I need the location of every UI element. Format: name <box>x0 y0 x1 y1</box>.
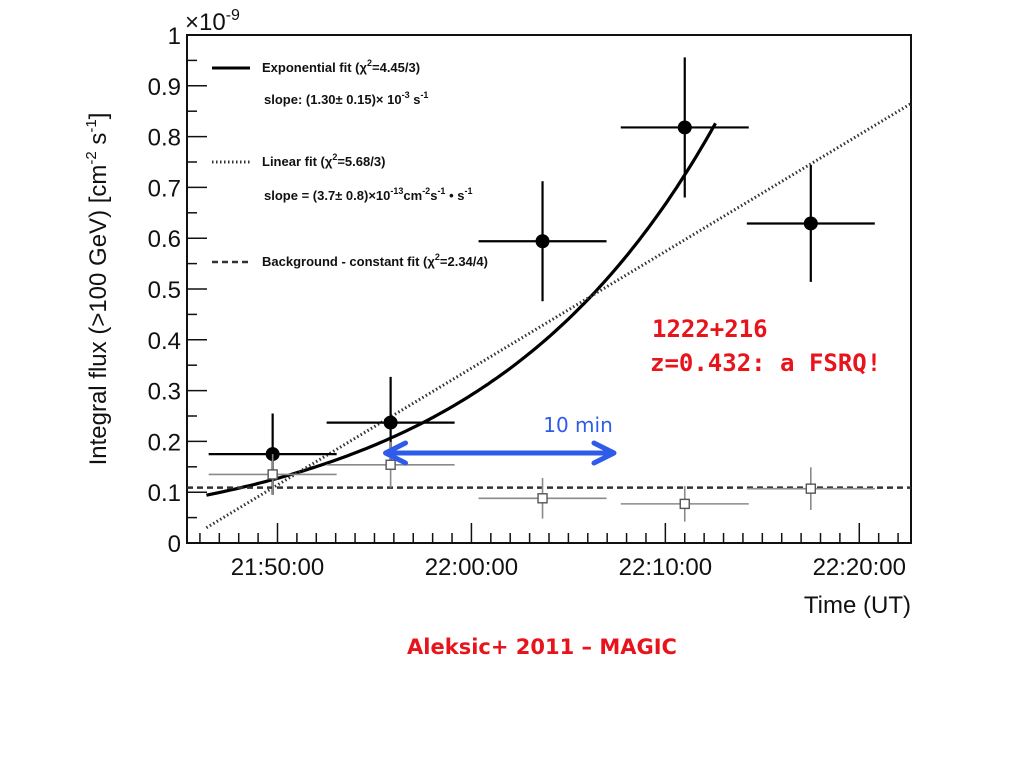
y-axis-title-sup: -1 <box>83 119 100 132</box>
legend-entry-part: s <box>410 92 421 107</box>
legend-entry-part: -2 <box>422 186 430 196</box>
y-tick-label: 0.5 <box>148 277 181 304</box>
data-point <box>535 234 550 249</box>
exponential-fit-curve <box>206 122 717 497</box>
legend-entry: Background - constant fit (χ2=2.34/4) <box>262 252 488 269</box>
legend-entry-part: =4.45/3) <box>372 60 420 75</box>
data-point-square <box>805 483 817 494</box>
interval-label: 10 min <box>543 413 613 437</box>
linear-fit-line <box>205 102 911 530</box>
data-point-square <box>267 469 278 480</box>
legend-entry-part: -1 <box>437 186 445 196</box>
x-tick-label: 22:10:00 <box>619 554 712 581</box>
legend-entry-part: slope = (3.7± 0.8)×10 <box>264 188 390 203</box>
legend-entry-part: 2 <box>435 252 440 262</box>
data-point <box>383 415 398 430</box>
legend-entry-part: =2.34/4) <box>440 254 488 269</box>
y-tick-label: 0.2 <box>148 429 181 456</box>
x-tick-label: 21:50:00 <box>231 554 324 581</box>
plot-frame <box>186 34 912 544</box>
y-multiplier-exp: -9 <box>226 7 240 24</box>
legend-entry: slope: (1.30± 0.15)× 10-3 s-1 <box>264 90 428 107</box>
y-axis-title-main: Integral flux (>100 GeV) [cm <box>85 165 112 466</box>
legend-entry-part: χ <box>325 154 333 169</box>
legend-entry-part: Background - constant fit ( <box>262 254 428 269</box>
legend-entry-part: -3 <box>402 90 410 100</box>
plot-area: 0 0.1 0.2 0.3 0.4 0.5 0.6 0.7 0.8 0.9 1 21:50:00 22:… <box>83 7 912 659</box>
x-axis-title: Time (UT) <box>804 592 911 619</box>
y-tick-label: 0.4 <box>148 328 181 355</box>
legend-entry-part: χ <box>427 254 435 269</box>
legend-entry-part: 2 <box>367 58 372 68</box>
legend-entry-part: s <box>430 188 437 203</box>
y-multiplier-base: ×10 <box>185 9 226 36</box>
legend-entry-part: -1 <box>464 186 472 196</box>
y-tick-label: 0.7 <box>148 175 181 202</box>
y-axis-title-mid: s <box>85 133 112 152</box>
data-point <box>677 120 692 135</box>
legend-entry: Exponential fit (χ2=4.45/3) <box>262 58 420 75</box>
x-tick-label: 22:20:00 <box>813 554 906 581</box>
legend-entry-part: -1 <box>420 90 428 100</box>
legend-entry: slope = (3.7± 0.8)×10-13cm-2s-1 • s-1 <box>264 186 472 203</box>
y-tick-label: 0 <box>168 531 181 558</box>
redshift-label: z=0.432: a FSRQ! <box>650 349 881 377</box>
data-point-square <box>679 498 690 510</box>
legend-entry-part: cm <box>403 188 422 203</box>
y-tick-label: 0.3 <box>148 379 181 406</box>
y-tick-label: 0.9 <box>148 74 181 101</box>
data-point-square <box>385 459 396 470</box>
y-multiplier: ×10-9 <box>185 7 240 36</box>
y-tick-label: 1 <box>168 23 181 50</box>
legend-entry: Linear fit (χ2=5.68/3) <box>262 152 385 169</box>
y-axis-title-end: ] <box>85 113 112 120</box>
x-tick-label: 22:00:00 <box>425 554 518 581</box>
y-tick-label: 0.1 <box>148 480 181 507</box>
credit-label: Aleksic+ 2011 – MAGIC <box>407 635 677 659</box>
legend-entry-part: =5.68/3) <box>337 154 385 169</box>
data-point <box>803 216 818 231</box>
legend-entry-part: slope: (1.30± 0.15)× 10 <box>264 92 402 107</box>
y-axis-title-sup: -2 <box>83 151 100 164</box>
source-name-label: 1222+216 <box>652 315 768 343</box>
legend-entry-part: χ <box>360 60 368 75</box>
legend-entry-part: • s <box>445 188 464 203</box>
signal-series <box>208 57 875 495</box>
y-tick-label: 0.8 <box>148 125 181 152</box>
data-point-square <box>537 493 548 504</box>
legend: Exponential fit (χ2=4.45/3)slope: (1.30±… <box>212 58 488 269</box>
legend-entry-part: -13 <box>390 186 403 196</box>
legend-entry-part: Linear fit ( <box>262 154 326 169</box>
y-axis-title: Integral flux (>100 GeV) [cm-2 s-1] <box>83 113 112 466</box>
legend-entry-part: Exponential fit ( <box>262 60 360 75</box>
legend-entry-part: 2 <box>332 152 337 162</box>
y-tick-label: 0.6 <box>148 226 181 253</box>
